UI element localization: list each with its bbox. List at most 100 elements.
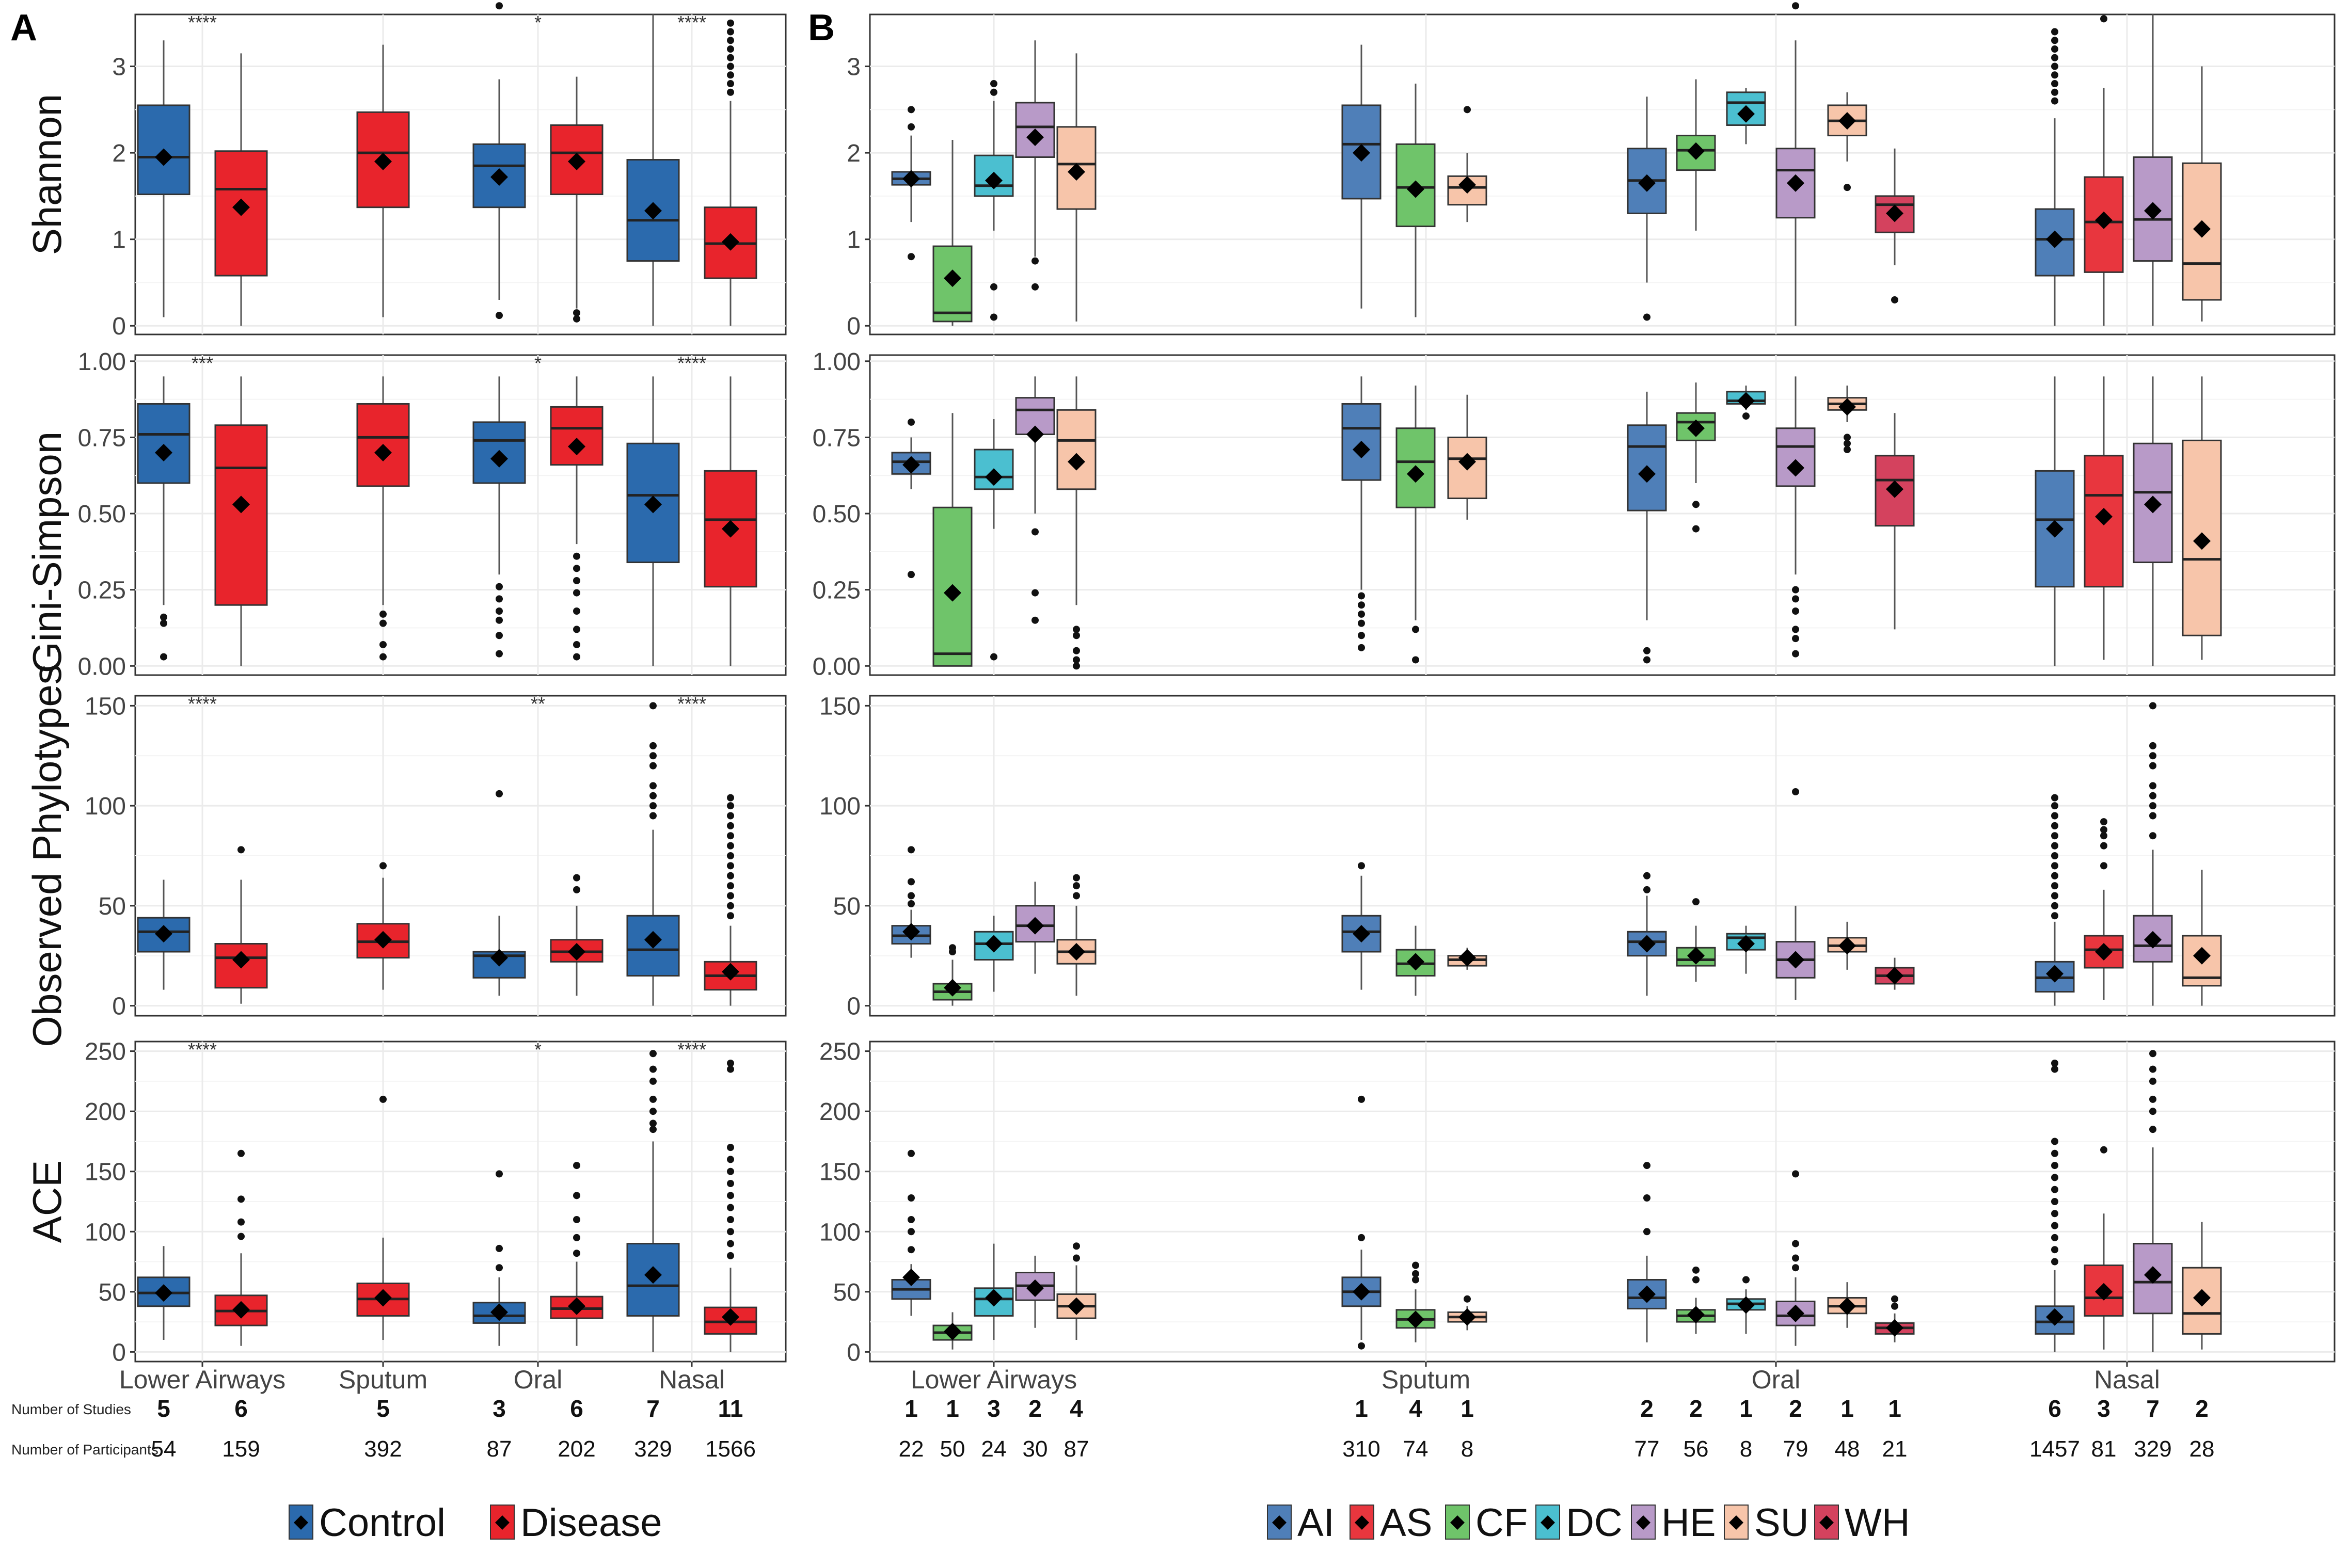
outlier-point: [496, 583, 503, 590]
mean-marker: [155, 1284, 172, 1302]
outlier-point: [908, 900, 915, 907]
outlier-point: [379, 610, 387, 618]
outlier-point: [727, 1240, 734, 1247]
box-body: [2182, 1267, 2222, 1335]
outlier-point: [237, 1218, 245, 1226]
outlier-point: [727, 1156, 734, 1163]
mean-marker: [644, 495, 662, 514]
outlier-point: [1643, 1162, 1650, 1170]
box-oral-dc: [1726, 88, 1766, 145]
outlier-point: [908, 1246, 915, 1254]
y-tick-label: 0: [112, 1339, 126, 1366]
outlier-point: [573, 309, 580, 317]
outlier-point: [2051, 1059, 2058, 1067]
mean-marker: [2095, 943, 2113, 961]
outlier-point: [2051, 902, 2058, 909]
outlier-point: [2149, 802, 2156, 810]
outlier-point: [496, 595, 503, 603]
outlier-point: [1358, 619, 1365, 627]
y-tick-label: 1: [112, 227, 126, 254]
outlier-point: [2051, 97, 2058, 105]
box-lower-airways-control: [137, 376, 191, 661]
outlier-point: [1792, 1254, 1799, 1262]
outlier-point: [1692, 501, 1700, 508]
significance-label: ****: [188, 1039, 217, 1060]
participants-count: 1457: [2029, 1436, 2080, 1462]
mean-marker: [1638, 1285, 1656, 1303]
legend-label-control: Control: [319, 1501, 446, 1545]
y-tick-label: 0: [847, 313, 861, 340]
outlier-point: [1073, 874, 1080, 882]
outlier-point: [573, 1250, 580, 1257]
mean-marker: [1353, 441, 1370, 459]
studies-count: 3: [493, 1395, 506, 1422]
mean-marker: [2144, 495, 2162, 514]
mean-marker: [2193, 532, 2211, 550]
mean-marker: [232, 951, 250, 969]
mean-marker: [2046, 230, 2064, 248]
outlier-point: [1643, 872, 1650, 879]
outlier-point: [727, 54, 734, 61]
mean-marker: [985, 935, 1003, 953]
outlier-point: [2100, 1146, 2107, 1154]
box-sputum-cf: [1395, 84, 1436, 317]
box-oral-dc: [1726, 1276, 1766, 1334]
y-tick-label: 1: [847, 227, 861, 254]
outlier-point: [237, 1149, 245, 1157]
outlier-point: [160, 613, 167, 621]
studies-count: 7: [646, 1395, 660, 1422]
outlier-point: [1358, 1234, 1365, 1241]
y-tick-label: 100: [819, 793, 861, 820]
outlier-point: [2100, 15, 2107, 23]
legend-label-cf: CF: [1475, 1501, 1528, 1545]
outlier-point: [727, 832, 734, 840]
outlier-point: [1031, 528, 1039, 536]
outlier-point: [908, 846, 915, 854]
box-sputum-su: [1447, 394, 1487, 520]
participants-count: 392: [364, 1436, 402, 1462]
significance-label: *: [534, 12, 542, 33]
participants-count: 87: [487, 1436, 512, 1462]
x-tick-label: Lower Airways: [911, 1365, 1077, 1394]
outlier-point: [727, 822, 734, 829]
mean-marker: [1407, 180, 1424, 198]
box-lower-airways-disease: [214, 53, 268, 326]
box-nasal-disease: [704, 19, 757, 326]
y-tick-label: 0.25: [78, 577, 126, 604]
outlier-point: [379, 653, 387, 661]
box-oral-disease: [550, 874, 604, 996]
y-axis-title-gini-simpson: Gini-Simpson: [24, 431, 70, 673]
outlier-point: [2051, 802, 2058, 810]
y-axis-title-shannon: Shannon: [24, 94, 70, 255]
outlier-point: [908, 878, 915, 886]
box-oral-wh: [1875, 1295, 1915, 1342]
outlier-point: [2051, 37, 2058, 44]
outlier-point: [727, 842, 734, 850]
mean-marker: [1838, 112, 1856, 130]
outlier-point: [727, 1167, 734, 1175]
outlier-point: [573, 1162, 580, 1170]
outlier-point: [1073, 632, 1080, 639]
studies-count: 1: [1355, 1395, 1368, 1422]
box-oral-wh: [1875, 957, 1915, 990]
outlier-point: [649, 792, 657, 799]
outlier-point: [727, 80, 734, 88]
mean-marker: [2144, 202, 2162, 220]
legend-label-dc: DC: [1566, 1501, 1623, 1545]
box-lower-airways-he: [1015, 1255, 1055, 1328]
box-body: [2182, 162, 2222, 301]
outlier-point: [1073, 1254, 1080, 1262]
outlier-point: [1464, 106, 1471, 114]
outlier-point: [1692, 1276, 1700, 1284]
outlier-point: [908, 418, 915, 426]
mean-marker: [1737, 105, 1755, 123]
outlier-point: [1358, 632, 1365, 639]
outlier-point: [649, 1119, 657, 1127]
outlier-point: [649, 1126, 657, 1133]
mean-marker: [2095, 507, 2113, 525]
mean-marker: [1886, 967, 1903, 985]
outlier-point: [1792, 1170, 1799, 1178]
box-body: [1627, 1279, 1667, 1309]
studies-count: 1: [1739, 1395, 1753, 1422]
